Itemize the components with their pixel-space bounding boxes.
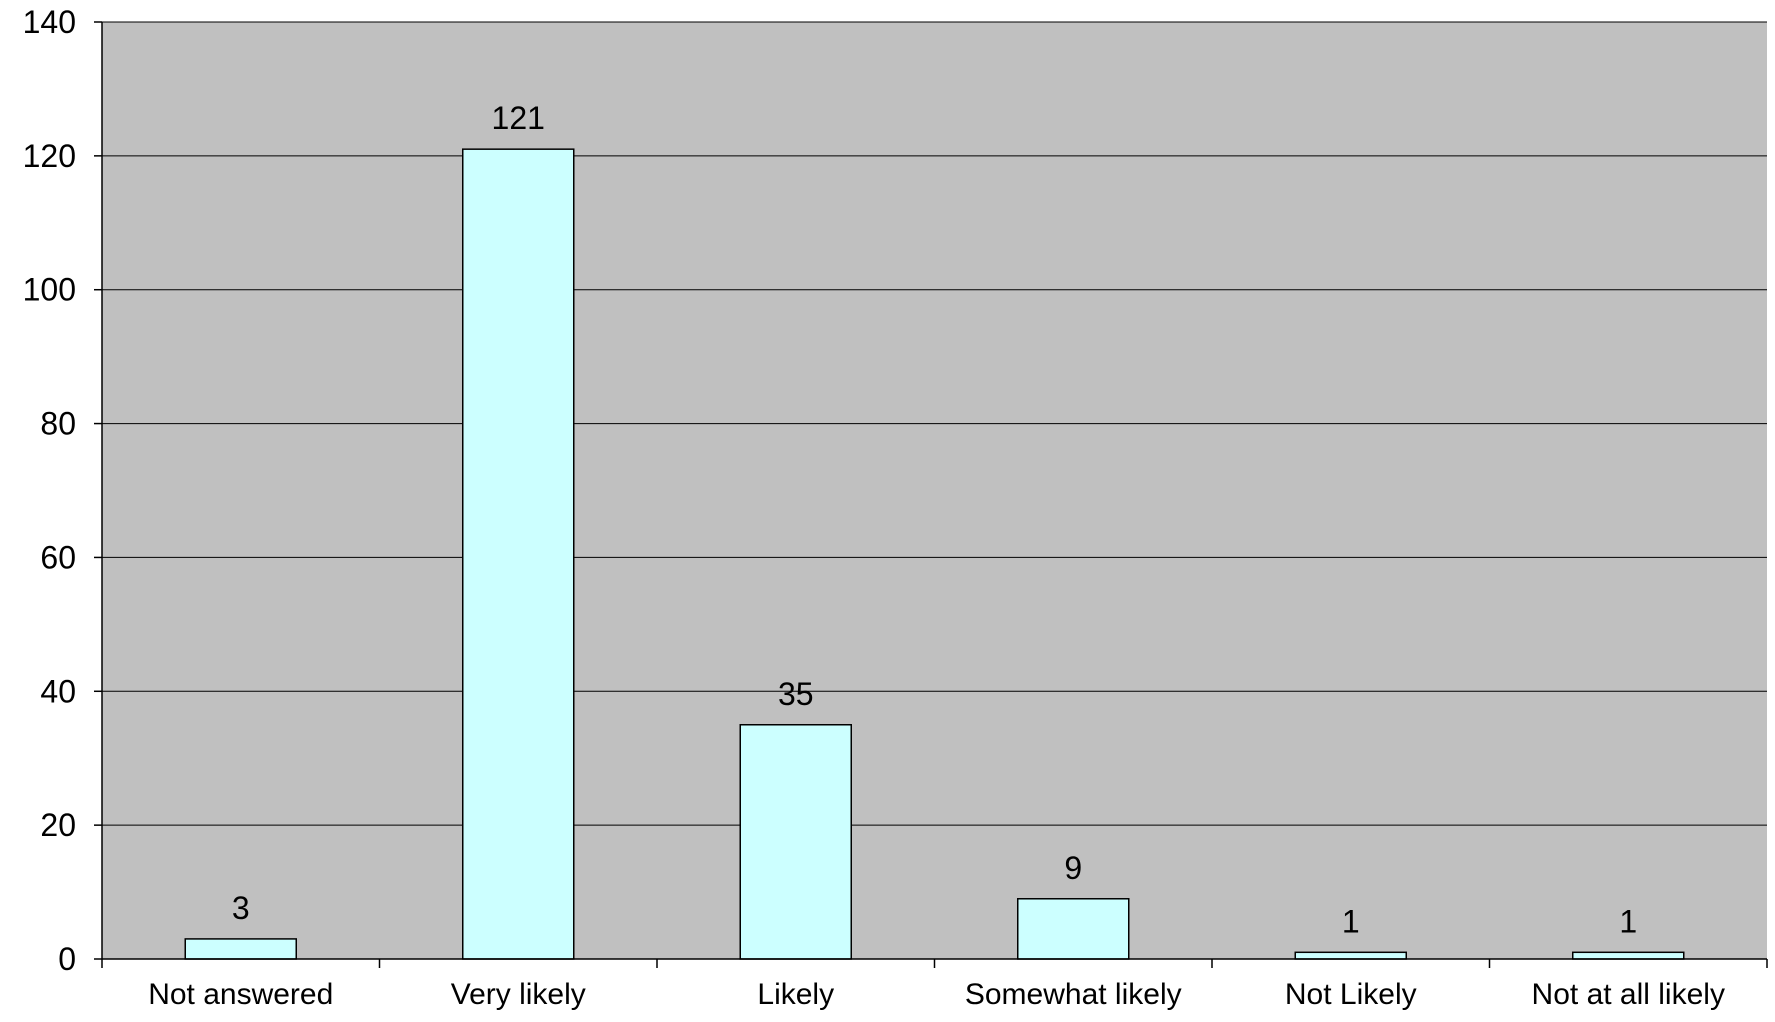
y-tick-label: 40 <box>40 673 76 709</box>
x-tick-label: Not at all likely <box>1532 978 1725 1011</box>
x-tick-label: Somewhat likely <box>965 978 1182 1011</box>
y-tick-label: 60 <box>40 539 76 575</box>
data-labels: 3 121 35 9 1 1 <box>232 100 1637 939</box>
bar-somewhat-likely <box>1017 898 1130 960</box>
y-tick-label: 140 <box>23 4 76 40</box>
data-label: 35 <box>778 676 814 712</box>
x-axis-ticks: Not answered Very likely Likely Somewhat li… <box>101 959 1768 1011</box>
x-tick-label: Not Likely <box>1285 978 1417 1011</box>
plot-area <box>102 22 1767 959</box>
y-tick-label: 100 <box>23 272 76 308</box>
data-label: 1 <box>1342 903 1360 939</box>
y-tick-label: 0 <box>58 941 76 977</box>
bar-likely <box>739 724 852 960</box>
bar-not-answered <box>184 938 297 960</box>
bar-not-at-all-likely <box>1572 951 1685 960</box>
y-tick-label: 120 <box>23 138 76 174</box>
data-label: 9 <box>1064 850 1082 886</box>
data-label: 3 <box>232 890 250 926</box>
gridlines <box>102 21 1767 826</box>
y-axis-ticks: 0 20 40 60 80 100 120 140 <box>23 4 102 977</box>
y-tick-label: 20 <box>40 807 76 843</box>
data-label: 1 <box>1619 903 1637 939</box>
data-label: 121 <box>492 100 545 136</box>
x-tick-label: Not answered <box>148 978 333 1011</box>
x-tick-label: Very likely <box>451 978 586 1011</box>
bar-very-likely <box>462 148 575 960</box>
x-tick-label: Likely <box>757 978 834 1011</box>
y-tick-label: 80 <box>40 406 76 442</box>
bar-not-likely <box>1294 951 1407 960</box>
